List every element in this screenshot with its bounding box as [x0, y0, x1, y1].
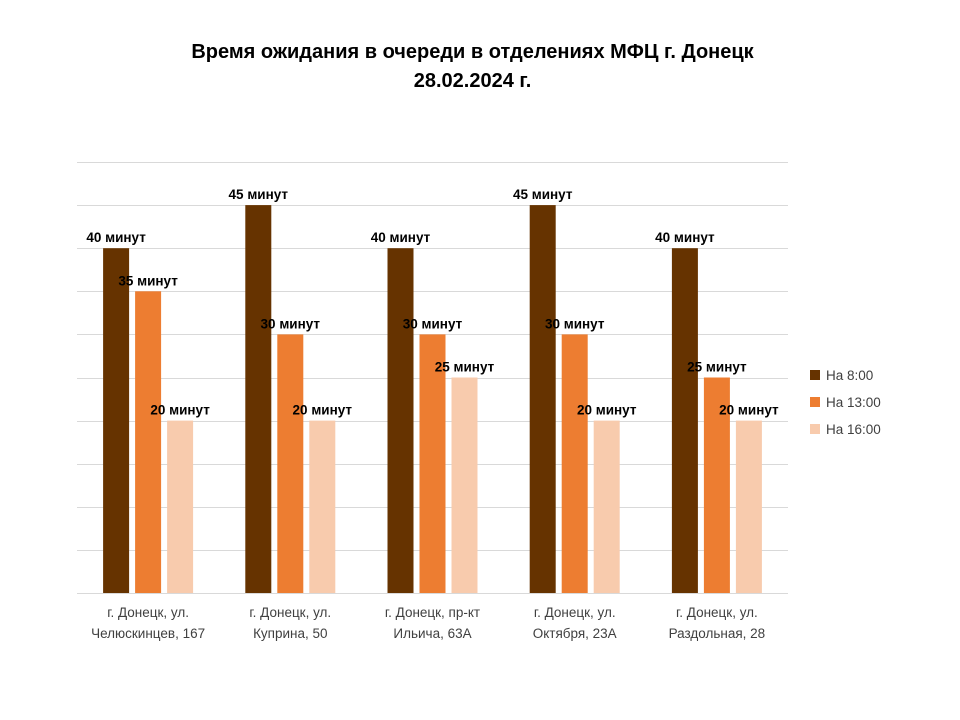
bar — [309, 420, 336, 593]
category-label: г. Донецк, ул. — [676, 605, 758, 620]
data-label: 40 минут — [655, 230, 715, 245]
data-labels: 40 минут 35 минут 20 минут 45 минут 30 минут… — [86, 187, 779, 418]
bar — [703, 377, 730, 593]
category-label: г. Донецк, ул. — [107, 605, 189, 620]
data-label: 45 минут — [513, 187, 573, 202]
legend-swatch — [810, 370, 820, 380]
category-label: Челюскинцев, 167 — [91, 626, 205, 641]
bars — [103, 205, 762, 593]
category-label: Октября, 23А — [533, 626, 617, 641]
legend-label: На 8:00 — [826, 368, 873, 383]
bar — [167, 420, 194, 593]
bar — [277, 334, 304, 593]
category-label: Ильича, 63А — [393, 626, 471, 641]
bar — [671, 248, 698, 593]
bar — [419, 334, 446, 593]
chart-title-line-2: 28.02.2024 г. — [413, 70, 532, 92]
data-label: 25 минут — [435, 360, 495, 375]
category-label: г. Донецк, пр-кт — [385, 605, 480, 620]
bar — [387, 248, 414, 593]
bar — [593, 420, 620, 593]
data-label: 40 минут — [86, 230, 146, 245]
chart-title: Время ожидания в очереди в отделениях МФ… — [0, 38, 945, 96]
data-label: 45 минут — [229, 187, 289, 202]
data-label: 30 минут — [545, 316, 605, 331]
category-label: г. Донецк, ул. — [534, 605, 616, 620]
bar — [735, 420, 762, 593]
bar — [103, 248, 130, 593]
data-label: 40 минут — [371, 230, 431, 245]
data-label: 25 минут — [687, 360, 747, 375]
data-label: 20 минут — [577, 403, 637, 418]
data-label: 20 минут — [293, 403, 353, 418]
bar — [245, 205, 272, 593]
category-label: Раздольная, 28 — [669, 626, 766, 641]
category-label: г. Донецк, ул. — [249, 605, 331, 620]
legend: На 8:00 На 13:00 На 16:00 — [810, 368, 881, 437]
data-label: 30 минут — [403, 316, 463, 331]
legend-label: На 13:00 — [826, 395, 881, 410]
bar — [451, 377, 478, 593]
bar — [561, 334, 588, 593]
category-label: Куприна, 50 — [253, 626, 327, 641]
bar — [529, 205, 556, 593]
category-labels: г. Донецк, ул. Челюскинцев, 167 г. Донецк,… — [91, 605, 765, 641]
data-label: 30 минут — [261, 316, 321, 331]
data-label: 20 минут — [719, 403, 779, 418]
gridlines — [77, 162, 788, 594]
data-label: 20 минут — [150, 403, 210, 418]
data-label: 35 минут — [118, 273, 178, 288]
legend-swatch — [810, 397, 820, 407]
chart-title-line-1: Время ожидания в очереди в отделениях МФ… — [191, 41, 754, 63]
legend-label: На 16:00 — [826, 422, 881, 437]
legend-swatch — [810, 424, 820, 434]
bar — [135, 291, 162, 593]
